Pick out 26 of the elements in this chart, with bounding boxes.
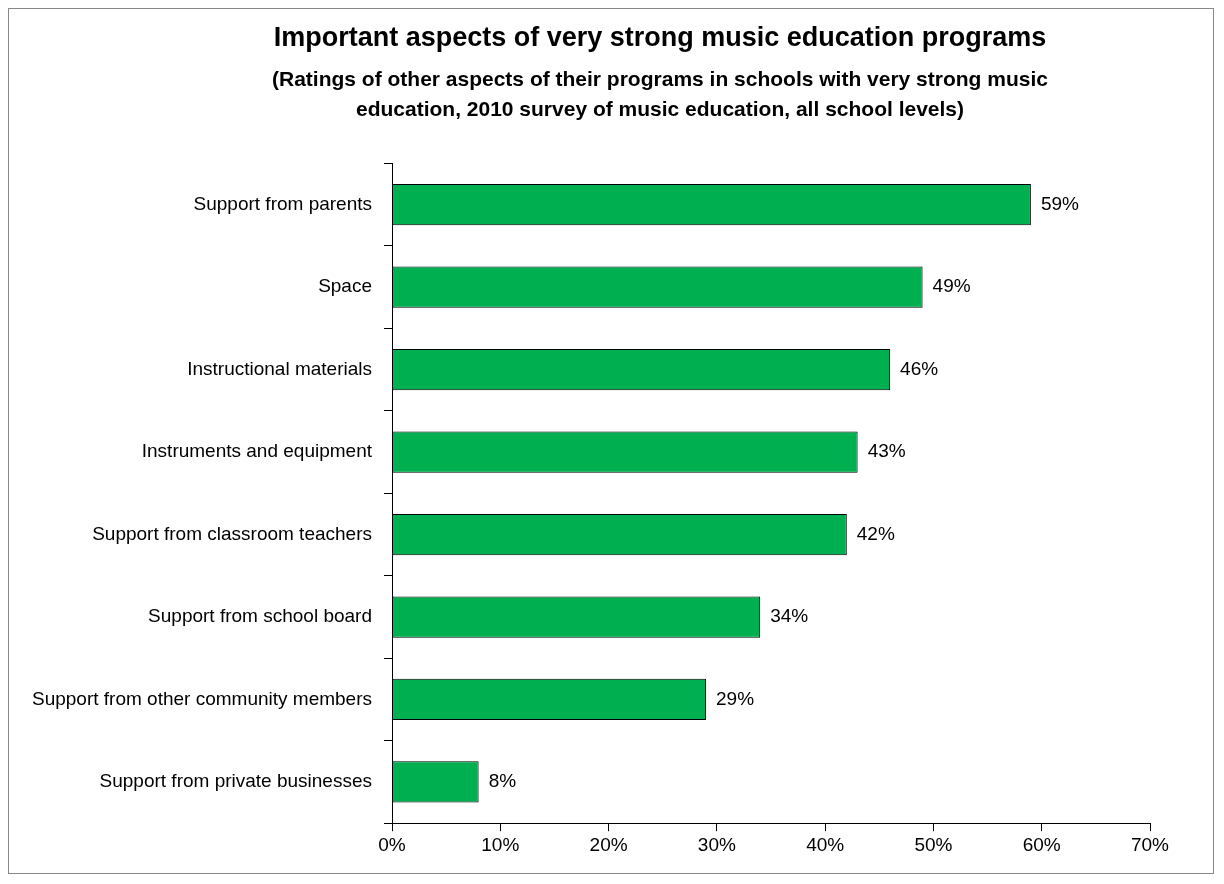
x-tick-label: 20%	[589, 833, 628, 855]
x-tick-label: 0%	[378, 833, 406, 855]
y-tick-label: Instructional materials	[187, 357, 373, 379]
y-tick-label: Support from parents	[193, 192, 373, 214]
y-tick-label: Support from other community members	[31, 687, 373, 709]
x-tick-label: 60%	[1022, 833, 1061, 855]
data-label: 42%	[856, 522, 895, 544]
y-tick-label: Support from classroom teachers	[92, 522, 373, 544]
data-label: 46%	[900, 357, 939, 379]
data-label: 34%	[770, 605, 809, 627]
x-tick-label: 30%	[697, 833, 736, 855]
data-label: 29%	[716, 687, 755, 709]
y-tick-label: Support from school board	[148, 605, 373, 627]
data-label: 49%	[932, 275, 971, 297]
y-tick-label: Space	[318, 275, 373, 297]
chart-title: Important aspects of very strong music education programs	[272, 22, 1048, 53]
x-tick-label: 40%	[806, 833, 845, 855]
x-tick-label: 50%	[914, 833, 953, 855]
y-tick-label: Instruments and equipment	[141, 440, 373, 462]
data-label: 59%	[1040, 192, 1080, 214]
x-tick-label: 70%	[1130, 833, 1170, 855]
data-label: 43%	[867, 440, 906, 462]
data-label: 8%	[488, 770, 517, 792]
chart-subtitle: (Ratings of other aspects of their programs in schools with very strong music education, 2010 survey of music education, all school levels)	[271, 66, 1049, 122]
y-tick-label: Support from private businesses	[99, 770, 373, 792]
x-tick-label: 10%	[481, 833, 520, 855]
